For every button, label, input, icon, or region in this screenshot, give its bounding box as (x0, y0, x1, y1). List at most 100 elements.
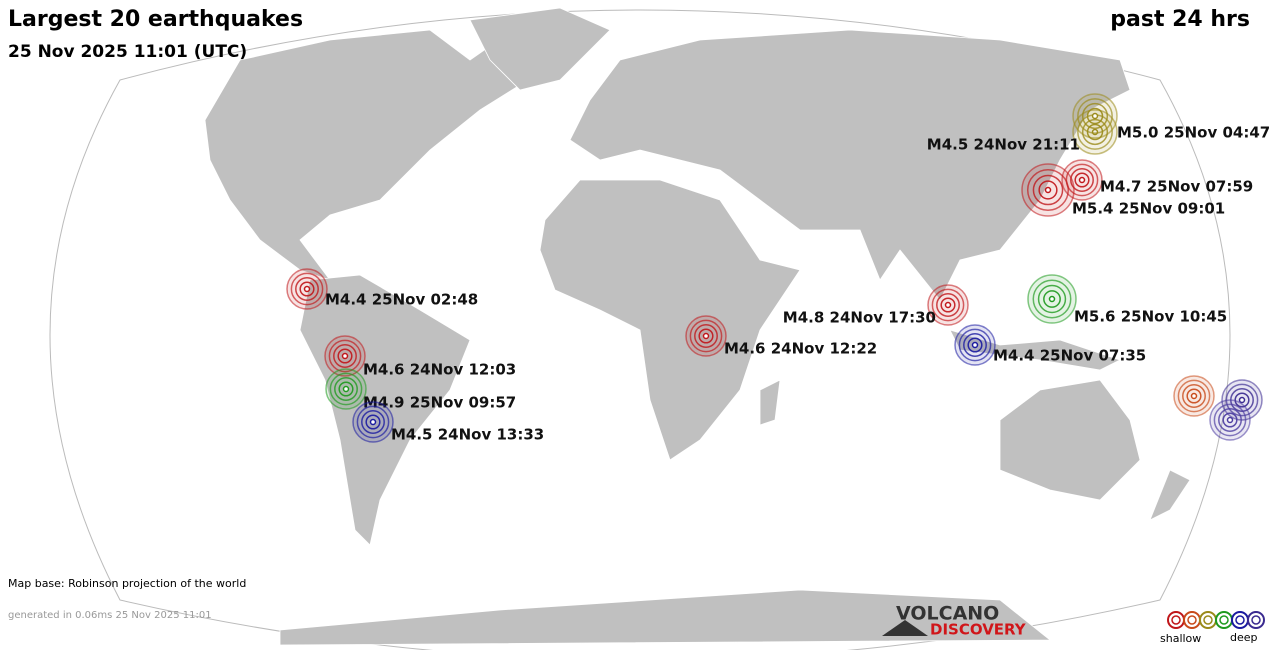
ring (1037, 284, 1067, 314)
legend-ring (1187, 615, 1197, 625)
quake-marker (1209, 399, 1251, 441)
ring (299, 281, 315, 297)
center (303, 285, 311, 293)
quakes: M5.0 25Nov 04:47 M4.5 24Nov 21:11 M4.7 25N… (286, 93, 1270, 444)
legend-ring (1183, 611, 1201, 629)
center (341, 352, 349, 360)
ring (334, 377, 358, 401)
quake-label: M4.5 24Nov 21:11 (927, 136, 1080, 154)
title: Largest 20 earthquakes (8, 7, 303, 32)
logo-line2: DISCOVERY (930, 621, 1027, 639)
period: past 24 hrs (1110, 7, 1250, 32)
ring (1077, 98, 1113, 134)
ring (1070, 168, 1094, 192)
ring (333, 344, 357, 368)
center (342, 385, 350, 393)
ring (1026, 168, 1070, 212)
generated: generated in 0.06ms 25 Nov 2025 11:01 (8, 610, 212, 621)
ring (1074, 172, 1090, 188)
ring (967, 337, 983, 353)
legend-ring (1171, 615, 1181, 625)
legend-ring (1231, 611, 1249, 629)
center (1078, 176, 1086, 184)
legend-ring (1219, 615, 1229, 625)
legend (1167, 611, 1265, 629)
ring (356, 405, 390, 439)
quake-label: M5.0 25Nov 04:47 (1117, 124, 1270, 142)
quake-label: M4.6 24Nov 12:22 (724, 340, 877, 358)
ring (328, 339, 362, 373)
legend-ring (1203, 615, 1213, 625)
quake-label: M4.7 25Nov 07:59 (1100, 178, 1253, 196)
ring (1186, 388, 1202, 404)
legend-ring (1215, 611, 1233, 629)
quake-label: M4.4 25Nov 07:35 (993, 347, 1146, 365)
ring (1218, 408, 1242, 432)
center (1048, 295, 1056, 303)
ring (1032, 174, 1064, 206)
legend-deep: deep (1230, 631, 1258, 644)
ring (365, 414, 381, 430)
center (1091, 112, 1099, 120)
center (1226, 416, 1234, 424)
quake-marker (1021, 163, 1075, 217)
ring (1177, 379, 1211, 413)
quake-marker (1027, 274, 1077, 324)
unlabeled-quakes (1173, 375, 1263, 441)
logo-line1: VOLCANO (896, 603, 999, 625)
quake-label: M5.4 25Nov 09:01 (1072, 200, 1225, 218)
quake-label: M4.5 24Nov 13:33 (391, 426, 544, 444)
quake-marker (325, 368, 367, 410)
ring (1043, 290, 1061, 308)
ring (338, 381, 354, 397)
center (702, 332, 710, 340)
ring (698, 328, 714, 344)
quake-marker (1072, 93, 1118, 139)
quake-marker (352, 401, 394, 443)
legend-ring (1251, 615, 1261, 625)
landmasses (204, 7, 1191, 646)
subtitle: 25 Nov 2025 11:01 (UTC) (8, 42, 247, 62)
ring (958, 328, 992, 362)
quake-label: M4.4 25Nov 02:48 (325, 291, 478, 309)
center (971, 341, 979, 349)
center (369, 418, 377, 426)
ring (290, 272, 324, 306)
quake-marker (927, 284, 969, 326)
ring (1081, 118, 1109, 146)
quake-label: M4.9 25Nov 09:57 (363, 394, 516, 412)
legend-ring (1247, 611, 1265, 629)
ring (1038, 180, 1058, 200)
legend-ring (1199, 611, 1217, 629)
quake-marker (1173, 375, 1215, 417)
quake-marker (324, 335, 366, 377)
map-base: Map base: Robinson projection of the wor… (8, 577, 246, 590)
quake-marker (954, 324, 996, 366)
ring (329, 372, 363, 406)
ring (694, 324, 718, 348)
center (1238, 396, 1246, 404)
center (944, 301, 952, 309)
ring (1086, 107, 1104, 125)
ring (1032, 279, 1072, 319)
quake-marker (1061, 159, 1103, 201)
ring (940, 297, 956, 313)
ring (931, 288, 965, 322)
ring (295, 277, 319, 301)
ring (361, 410, 385, 434)
quake-label: M5.6 25Nov 10:45 (1074, 308, 1227, 326)
ring (1222, 412, 1238, 428)
ring (1081, 102, 1109, 130)
ring (689, 319, 723, 353)
quake-marker (286, 268, 328, 310)
logo-icon (882, 620, 928, 636)
ring (963, 333, 987, 357)
quake-label: M4.8 24Nov 17:30 (783, 309, 936, 327)
center (1044, 186, 1052, 194)
ring (1213, 403, 1247, 437)
center (1190, 392, 1198, 400)
quake-label: M4.6 24Nov 12:03 (363, 361, 516, 379)
legend-shallow: shallow (1160, 632, 1201, 645)
ring (337, 348, 353, 364)
